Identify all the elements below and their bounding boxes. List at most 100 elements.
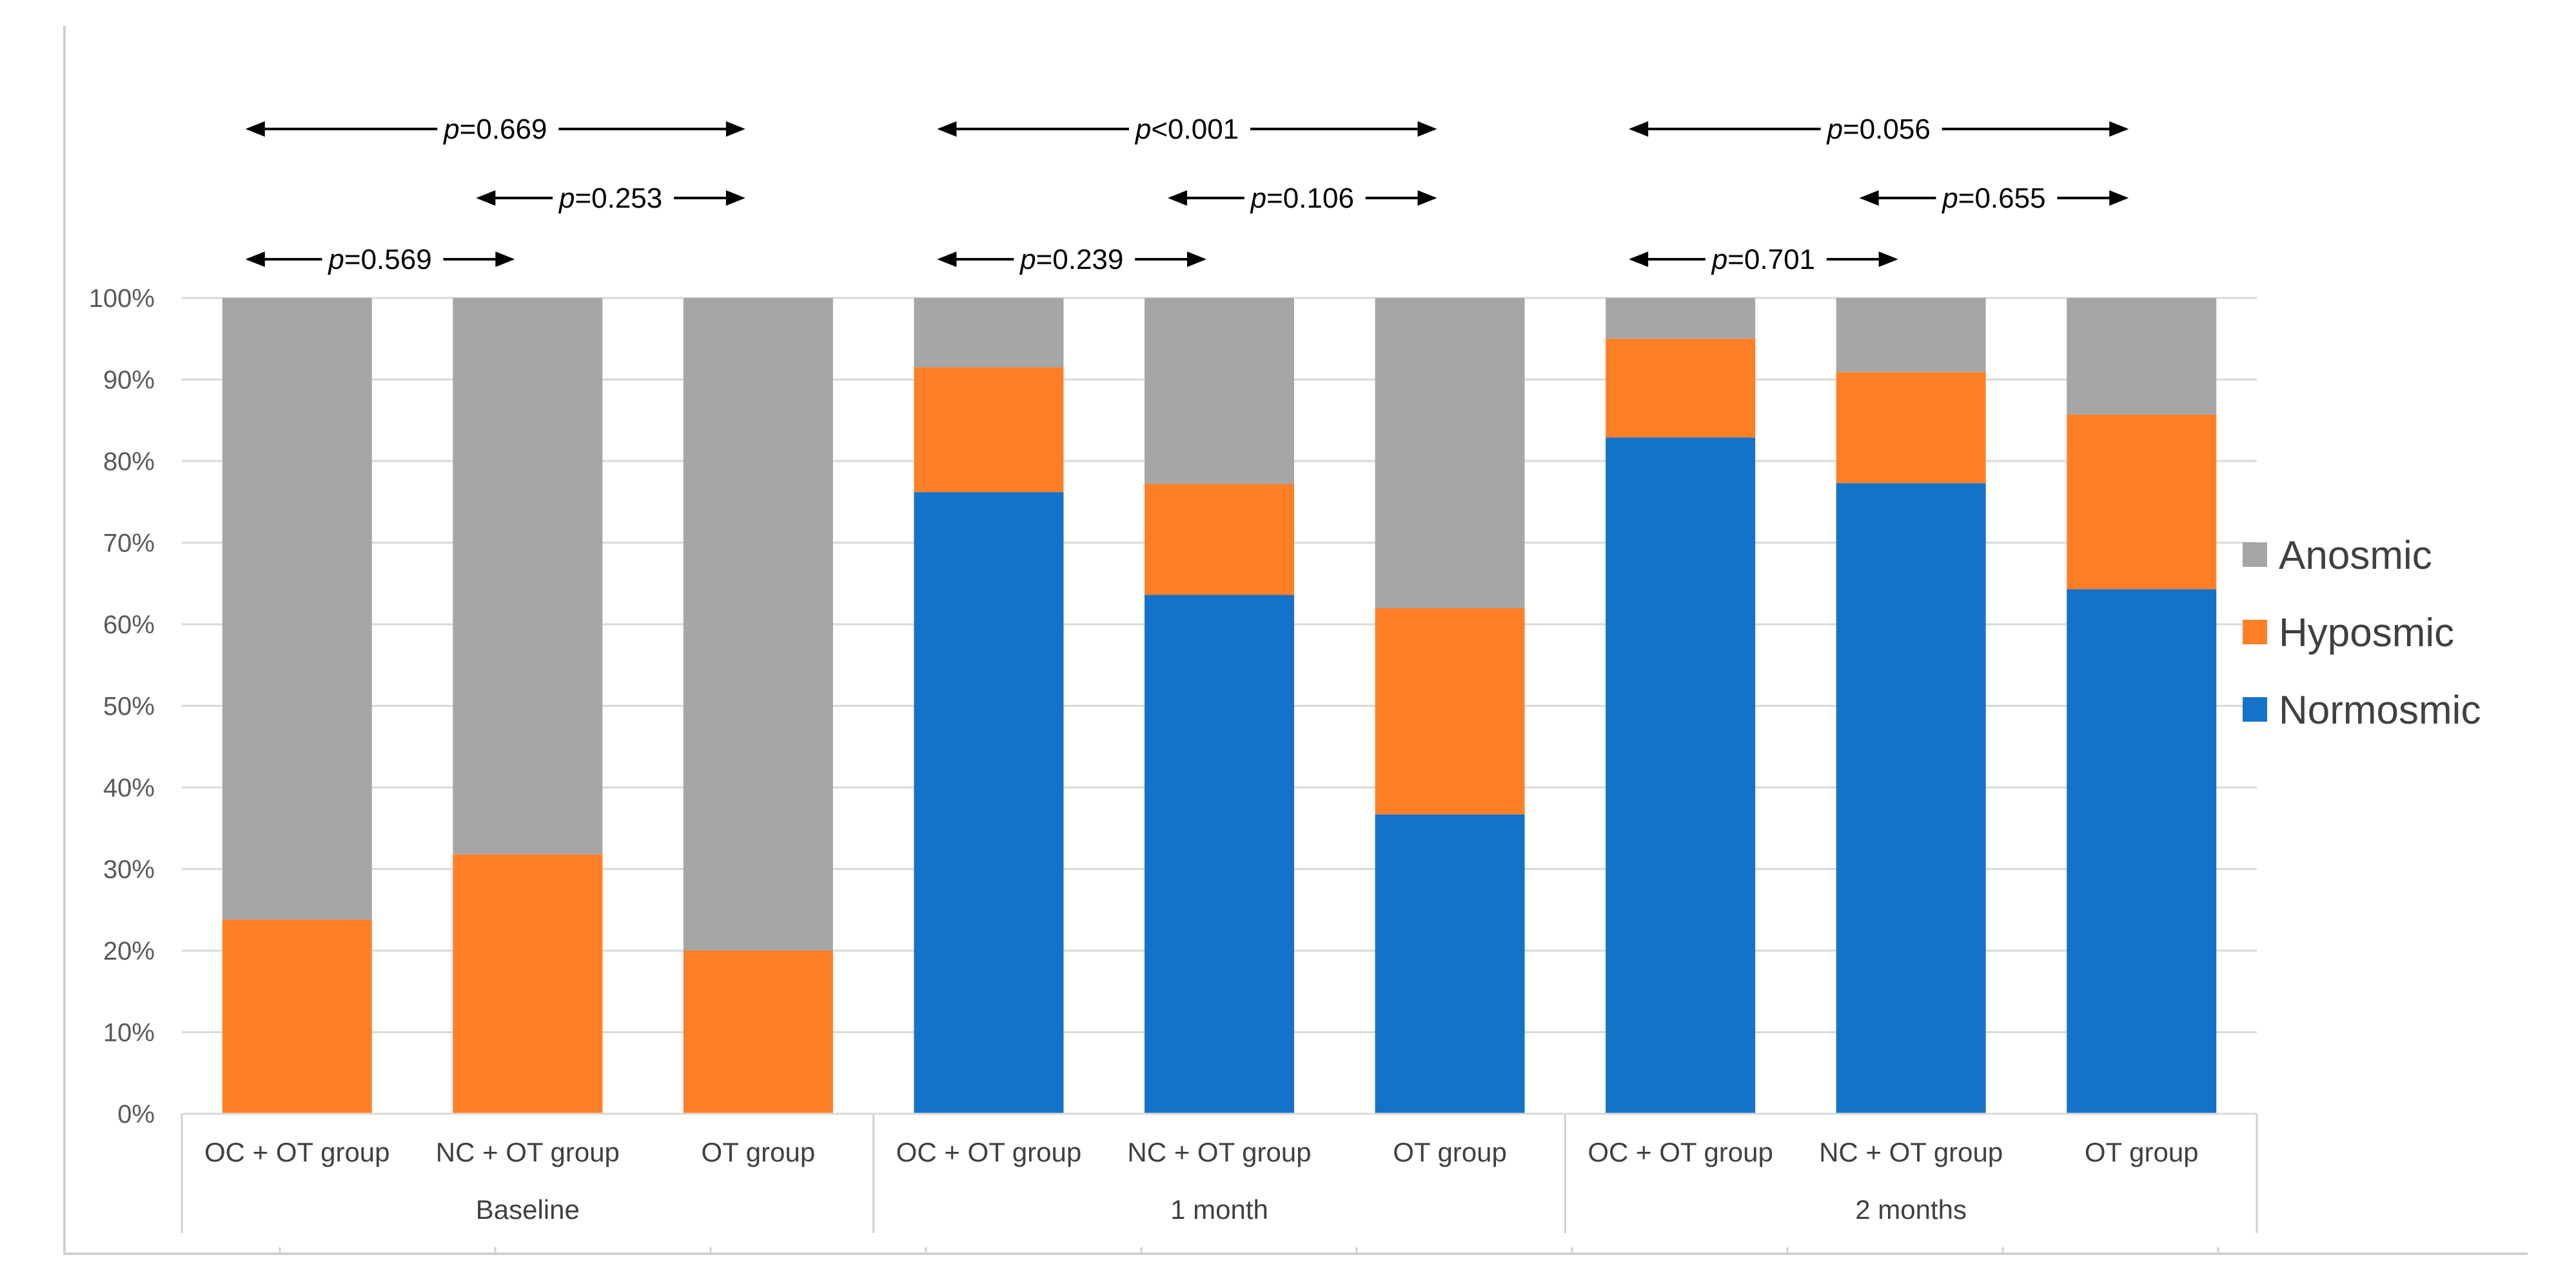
p-value-text: =0.701 — [1727, 244, 1815, 275]
y-tick-label: 40% — [103, 774, 155, 802]
x-category-label: OC + OT group — [204, 1137, 390, 1167]
bar-hyposmic-1 — [453, 854, 603, 1114]
y-tick-label: 60% — [103, 611, 155, 639]
arrow-head — [1417, 190, 1437, 206]
arrow-head — [725, 190, 745, 206]
bar-anosmic-0 — [222, 298, 372, 920]
legend-swatch-hyposmic — [2243, 620, 2267, 644]
bar-normosmic-4 — [1145, 595, 1294, 1114]
arrow-head — [1629, 121, 1649, 137]
bar-hyposmic-4 — [1145, 484, 1294, 595]
bar-anosmic-5 — [1375, 298, 1525, 608]
comparison-p-value: p=0.701 — [1711, 244, 1815, 275]
x-group-label: Baseline — [476, 1194, 580, 1225]
bar-hyposmic-2 — [683, 951, 833, 1114]
p-symbol: p — [1826, 114, 1843, 145]
bar-hyposmic-0 — [222, 919, 372, 1114]
bar-normosmic-7 — [1836, 483, 1986, 1114]
bar-hyposmic-8 — [2067, 414, 2217, 589]
p-value-text: =0.669 — [460, 114, 547, 145]
legend-label-normosmic: Normosmic — [2279, 688, 2481, 733]
arrow-head — [725, 121, 745, 137]
comparison-p-value: p=0.239 — [1019, 244, 1123, 275]
x-category-label: OC + OT group — [896, 1137, 1082, 1167]
y-tick-label: 0% — [117, 1100, 155, 1129]
p-value-text: =0.655 — [1958, 183, 2046, 214]
legend: Anosmic Hyposmic Normosmic — [2243, 533, 2481, 733]
comparison-p-value: p=0.056 — [1826, 114, 1931, 145]
bar-normosmic-3 — [914, 492, 1064, 1114]
p-value-text: <0.001 — [1151, 114, 1239, 145]
x-category-label: NC + OT group — [1819, 1137, 2003, 1167]
arrow-head — [1629, 252, 1649, 267]
comparison-p-value: p=0.569 — [327, 244, 431, 275]
arrow-head — [2109, 121, 2129, 137]
bar-anosmic-6 — [1606, 298, 1756, 339]
x-category-label: OT group — [702, 1137, 816, 1167]
legend-label-hyposmic: Hyposmic — [2279, 611, 2454, 655]
comparison-p-value: p=0.253 — [558, 183, 662, 214]
bars — [222, 298, 2217, 1114]
arrow-head — [1187, 252, 1206, 267]
p-value-text: =0.253 — [575, 183, 662, 214]
p-symbol: p — [1941, 183, 1958, 214]
arrow-head — [1168, 190, 1187, 206]
bar-anosmic-7 — [1836, 298, 1986, 373]
y-tick-label: 10% — [103, 1019, 155, 1047]
legend-label-anosmic: Anosmic — [2279, 533, 2432, 578]
bar-normosmic-8 — [2067, 589, 2217, 1114]
y-tick-label: 70% — [103, 529, 155, 558]
y-tick-label: 20% — [103, 937, 155, 965]
y-tick-label: 80% — [103, 448, 155, 476]
y-tick-label: 100% — [89, 284, 155, 313]
p-symbol: p — [1250, 183, 1266, 214]
p-value-text: =0.239 — [1036, 244, 1124, 275]
x-group-label: 2 months — [1855, 1194, 1967, 1225]
arrow-head — [476, 190, 496, 206]
bar-anosmic-4 — [1145, 298, 1294, 484]
x-category-label: NC + OT group — [1127, 1137, 1311, 1167]
bar-anosmic-8 — [2067, 298, 2217, 415]
p-symbol: p — [327, 244, 344, 275]
arrow-head — [1878, 252, 1898, 267]
arrow-head — [1417, 121, 1437, 137]
bar-anosmic-3 — [914, 298, 1064, 368]
y-tick-label: 90% — [103, 366, 155, 395]
arrow-head — [495, 252, 515, 267]
x-group-label: 1 month — [1170, 1194, 1268, 1225]
p-value-text: =0.106 — [1266, 183, 1354, 214]
legend-swatch-normosmic — [2243, 697, 2267, 722]
p-value-comparisons: p=0.669p=0.253p=0.569p<0.001p=0.106p=0.2… — [245, 114, 2129, 275]
comparison-p-value: p=0.106 — [1250, 183, 1354, 214]
bar-hyposmic-6 — [1606, 339, 1756, 438]
bar-anosmic-1 — [453, 298, 603, 855]
bar-hyposmic-5 — [1375, 608, 1525, 815]
p-value-text: =0.056 — [1843, 114, 1931, 145]
bar-hyposmic-7 — [1836, 372, 1986, 484]
arrow-head — [245, 252, 265, 267]
x-category-label: OC + OT group — [1588, 1137, 1773, 1167]
arrow-head — [245, 121, 265, 137]
p-symbol: p — [1019, 244, 1036, 275]
y-axis-ticks: 0% 10% 20% 30% 40% 50% 60% 70% 80% 90% 100% — [89, 284, 155, 1129]
legend-swatch-anosmic — [2243, 542, 2267, 567]
chart-frame — [63, 26, 2528, 1255]
bar-hyposmic-3 — [914, 367, 1064, 493]
comparison-p-value: p<0.001 — [1134, 114, 1239, 145]
bar-normosmic-5 — [1375, 814, 1525, 1114]
p-symbol: p — [1134, 114, 1151, 145]
x-category-label: NC + OT group — [436, 1137, 620, 1167]
arrow-head — [937, 121, 957, 137]
bar-anosmic-2 — [683, 298, 833, 951]
p-symbol: p — [558, 183, 575, 214]
arrow-head — [2109, 190, 2129, 206]
x-category-label: OT group — [2085, 1137, 2199, 1167]
p-value-text: =0.569 — [344, 244, 432, 275]
arrow-head — [1859, 190, 1879, 206]
bar-normosmic-6 — [1606, 437, 1756, 1114]
comparison-p-value: p=0.669 — [442, 114, 547, 145]
comparison-p-value: p=0.655 — [1941, 183, 2045, 214]
x-axis: OC + OT group NC + OT group OT group OC + O… — [181, 1112, 2258, 1233]
